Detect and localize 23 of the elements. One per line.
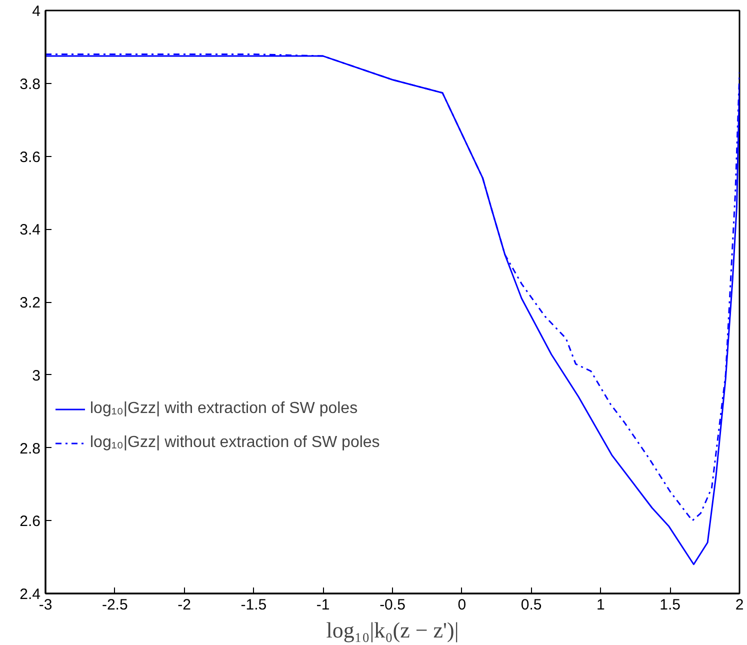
x-tick-label: -0.5: [380, 596, 406, 614]
x-tick-label: -2.5: [102, 596, 128, 614]
x-tick-label: -2: [178, 596, 191, 614]
x-tick-label: 1.5: [660, 596, 681, 614]
y-tick-label: 3: [32, 367, 40, 384]
x-tick-label: -1: [316, 596, 330, 614]
y-tick-label: 3.8: [20, 76, 41, 93]
x-tick-label: 1: [596, 596, 605, 614]
legend-label: log₁₀|Gzz| without extraction of SW poles: [90, 434, 380, 452]
y-tick-label: 3.2: [20, 294, 41, 312]
y-tick-label: 4: [32, 3, 40, 20]
legend-label: log₁₀|Gzz| with extraction of SW poles: [90, 400, 358, 418]
x-tick-label: 0: [458, 596, 466, 614]
y-tick-label: 2.4: [20, 586, 41, 603]
y-tick-label: 2.8: [20, 440, 41, 458]
x-tick-label: -3: [38, 596, 52, 614]
y-tick-label: 3.4: [20, 222, 41, 239]
x-axis-title: log₁₀|k₀(z − z')|: [326, 618, 459, 642]
y-tick-label: 2.6: [20, 513, 41, 530]
x-tick-label: 0.5: [520, 596, 542, 614]
x-tick-label: -1.5: [240, 596, 267, 614]
y-tick-label: 3.6: [20, 148, 41, 166]
x-tick-label: 2: [735, 596, 744, 614]
